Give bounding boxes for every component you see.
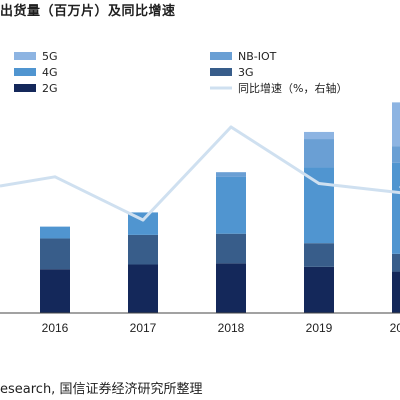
bar-4g-2018	[216, 176, 246, 234]
legend-label-growth: 同比增速（%，右轴）	[238, 81, 347, 95]
bar-2g-2017	[128, 264, 158, 313]
bar-3g-2018	[216, 233, 246, 264]
x-tick-label-2017: 2017	[130, 321, 157, 335]
x-tick-label-2019: 2019	[306, 321, 333, 335]
growth-point-2016	[53, 175, 57, 179]
bar-nbiot-2019	[304, 139, 334, 168]
legend-swatch-3g	[210, 68, 232, 76]
legend-label-5g: 5G	[42, 50, 58, 63]
bar-2g-2018	[216, 263, 246, 313]
bar-3g-2016	[40, 238, 70, 270]
legend-label-nbiot: NB-IOT	[238, 50, 277, 63]
chart-title: 出货量（百万片）及同比增速	[0, 4, 176, 19]
bar-4g-2016	[40, 226, 70, 239]
growth-line	[0, 125, 400, 222]
bar-nbiot-2020e	[392, 146, 400, 163]
legend-swatch-4g	[14, 68, 36, 76]
bar-3g-2019	[304, 243, 334, 267]
x-tick-label-2018: 2018	[218, 321, 245, 335]
bar-2g-2020e	[392, 271, 400, 313]
bar-3g-2017	[128, 234, 158, 265]
x-tick-label-2016: 2016	[42, 321, 69, 335]
bar-4g-2020e	[392, 162, 400, 254]
bar-4g-2019	[304, 167, 334, 244]
legend-swatch-nbiot	[210, 52, 232, 60]
bar-5g-2020e	[392, 102, 400, 147]
growth-point-2019	[317, 181, 321, 185]
bar-2g-2019	[304, 266, 334, 313]
growth-point-2017	[141, 218, 145, 222]
bar-nbiot-2018	[216, 172, 246, 177]
legend-label-3g: 3G	[238, 66, 254, 79]
source-note: esearch, 国信证券经济研究所整理	[0, 382, 203, 397]
x-tick-label-2020e: 2020E	[390, 321, 400, 335]
bar-4g-2017	[128, 212, 158, 235]
bar-2g-2016	[40, 269, 70, 313]
legend-swatch-2g	[14, 84, 36, 92]
legend-label-4g: 4G	[42, 66, 58, 79]
legend-swatch-5g	[14, 52, 36, 60]
bar-3g-2020e	[392, 253, 400, 272]
bar-5g-2019	[304, 131, 334, 140]
legend-label-2g: 2G	[42, 82, 58, 95]
growth-point-2018	[229, 125, 233, 129]
